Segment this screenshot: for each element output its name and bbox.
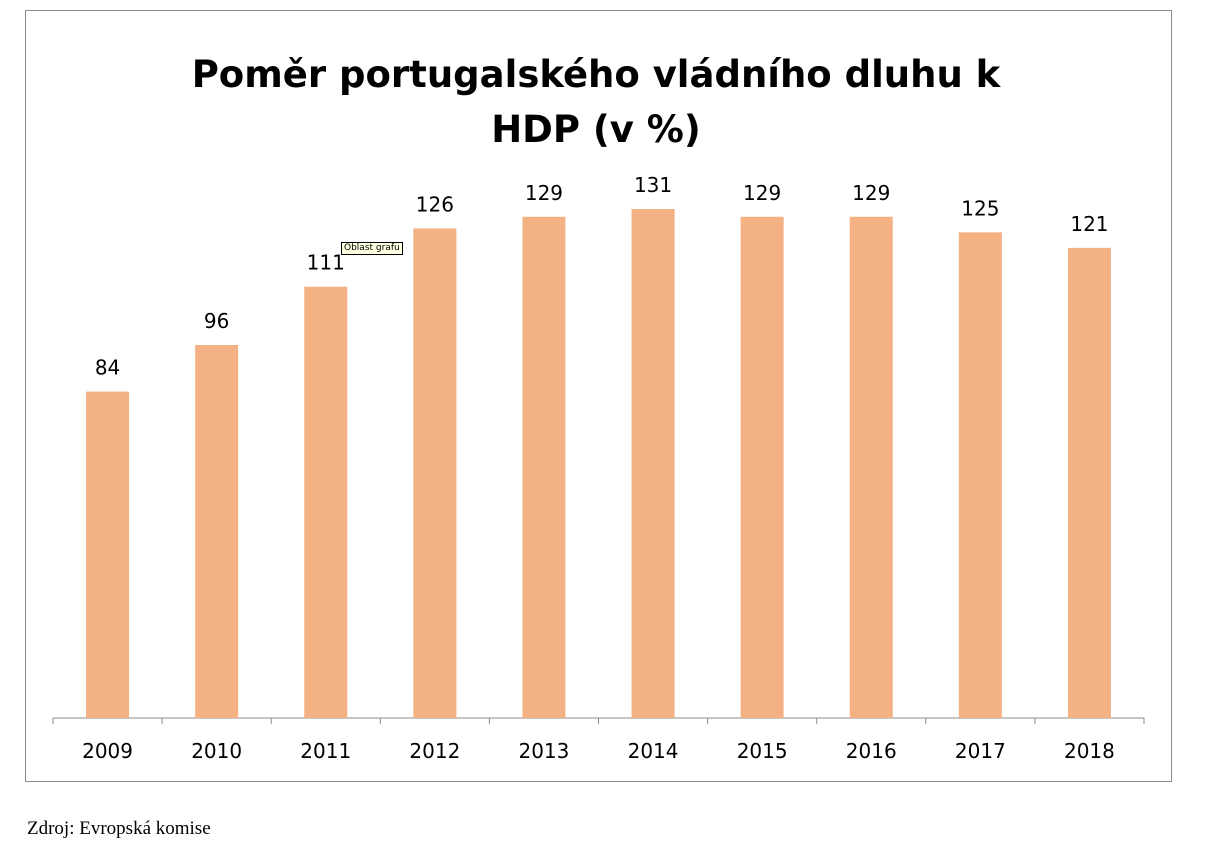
bar-2014[interactable] [631,209,675,718]
data-label-2014: 131 [634,173,672,197]
bar-2018[interactable] [1067,247,1111,718]
bar-2013[interactable] [522,216,566,718]
data-label-2009: 84 [95,356,120,380]
bar-2011[interactable] [304,286,348,718]
x-tick-label-2017: 2017 [955,739,1006,763]
source-note: Zdroj: Evropská komise [27,818,211,839]
bar-2010[interactable] [195,344,239,718]
data-label-2010: 96 [204,309,229,333]
bar-2016[interactable] [849,216,893,718]
x-tick-label-2016: 2016 [846,739,897,763]
x-tick-label-2014: 2014 [628,739,679,763]
x-tick-label-2018: 2018 [1064,739,1115,763]
data-label-2011: 111 [307,251,345,275]
x-tick-label-2009: 2009 [82,739,133,763]
data-label-2013: 129 [525,181,563,205]
chart-area-tooltip: Oblast grafu [341,242,403,255]
bar-2012[interactable] [413,228,457,718]
x-tick-label-2012: 2012 [409,739,460,763]
bar-2015[interactable] [740,216,784,718]
bar-2009[interactable] [86,391,130,718]
x-tick-label-2010: 2010 [191,739,242,763]
data-label-2012: 126 [416,192,454,216]
chart-title: Poměr portugalského vládního dluhu k HDP… [191,53,1001,151]
chart-plot: 84 2009 96 2010 111 2011 126 2012 129 2013 131 2014… [52,173,1145,763]
bar-2017[interactable] [958,232,1002,718]
data-label-2015: 129 [743,181,781,205]
x-tick-label-2011: 2011 [300,739,351,763]
data-label-2018: 121 [1070,212,1108,236]
data-label-2016: 129 [852,181,890,205]
x-tick-label-2013: 2013 [518,739,569,763]
chart-area[interactable]: 84 2009 96 2010 111 2011 126 2012 129 2013 131 2014… [25,10,1172,782]
data-label-2017: 125 [961,196,999,220]
x-tick-label-2015: 2015 [737,739,788,763]
